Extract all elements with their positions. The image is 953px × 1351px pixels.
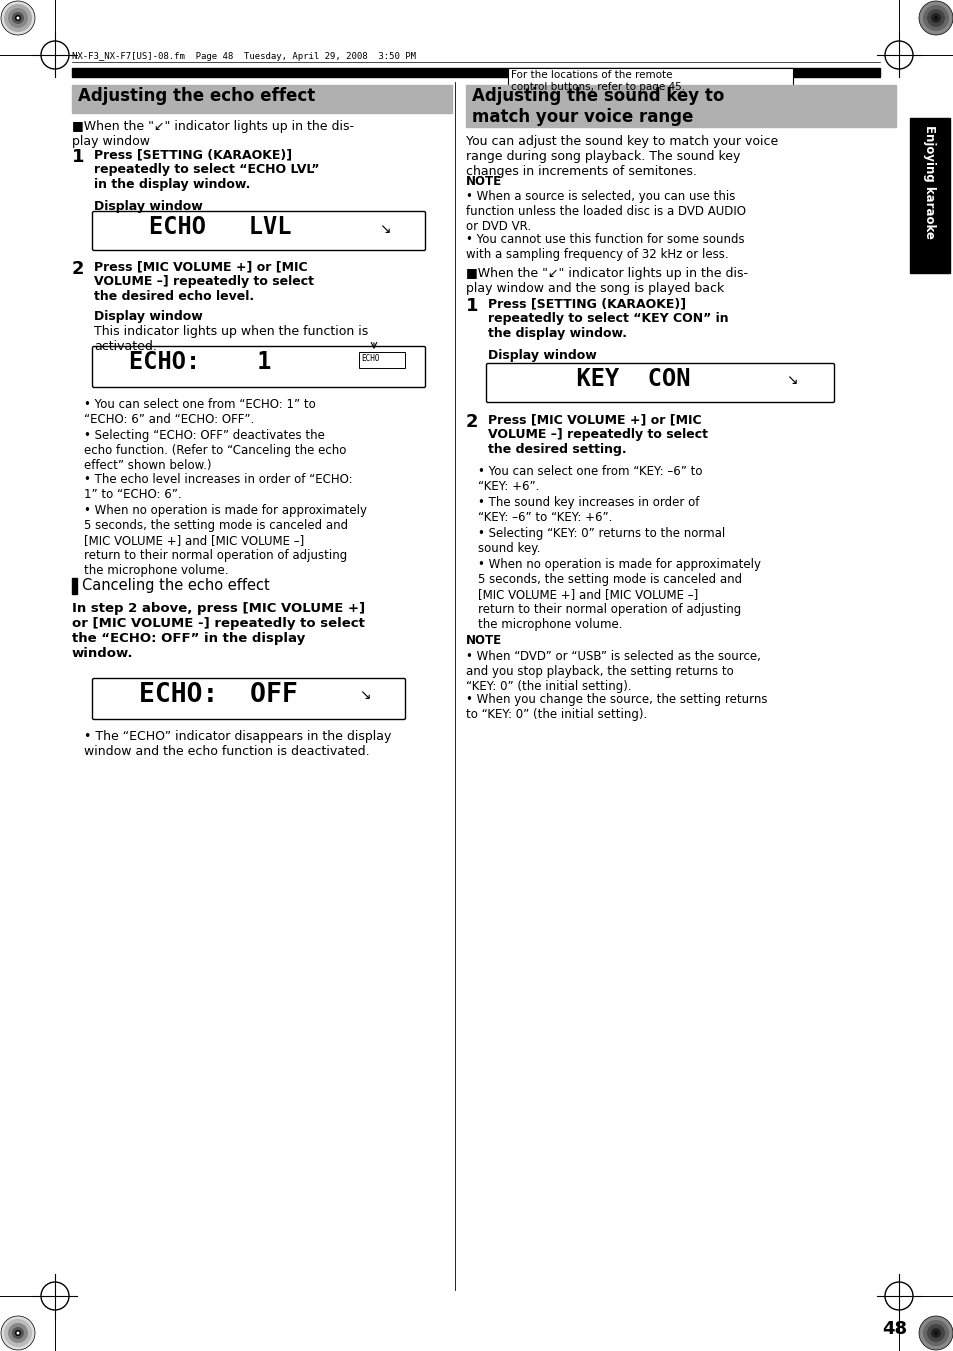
Circle shape [15, 15, 21, 22]
Text: Press [MIC VOLUME +] or [MIC
VOLUME –] repeatedly to select
the desired setting.: Press [MIC VOLUME +] or [MIC VOLUME –] r… [488, 413, 707, 457]
Circle shape [930, 14, 940, 23]
Text: 48: 48 [882, 1320, 906, 1337]
Text: ■When the "↙" indicator lights up in the dis-
play window and the song is played: ■When the "↙" indicator lights up in the… [465, 267, 747, 295]
FancyBboxPatch shape [92, 678, 405, 720]
Text: KEY  CON: KEY CON [547, 367, 690, 390]
Circle shape [15, 1329, 21, 1336]
Text: • The sound key increases in order of
“KEY: –6” to “KEY: +6”.: • The sound key increases in order of “K… [477, 496, 699, 524]
Bar [71, 85, 452, 113]
Text: Display window: Display window [488, 349, 597, 362]
Circle shape [933, 1331, 937, 1335]
Circle shape [8, 8, 28, 28]
Circle shape [4, 1319, 32, 1347]
Text: ECHO   LVL: ECHO LVL [149, 215, 292, 239]
Text: ECHO:  OFF: ECHO: OFF [139, 682, 297, 708]
Circle shape [12, 12, 24, 24]
Circle shape [926, 9, 944, 27]
Text: Display window: Display window [94, 200, 203, 213]
FancyBboxPatch shape [92, 212, 425, 250]
Text: ECHO:    1: ECHO: 1 [129, 350, 272, 374]
Text: • You cannot use this function for some sounds
with a sampling frequency of 32 k: • You cannot use this function for some … [465, 232, 744, 261]
Text: For the locations of the remote
control buttons, refer to page 45.: For the locations of the remote control … [511, 70, 684, 92]
Text: In step 2 above, press [MIC VOLUME +]
or [MIC VOLUME -] repeatedly to select
the: In step 2 above, press [MIC VOLUME +] or… [71, 603, 365, 661]
Text: 1: 1 [71, 149, 85, 166]
Bar [71, 578, 77, 594]
Circle shape [918, 1316, 952, 1350]
Text: NOTE: NOTE [465, 634, 501, 647]
Circle shape [926, 1324, 944, 1342]
Circle shape [933, 16, 937, 20]
FancyBboxPatch shape [92, 346, 425, 388]
Text: ■When the "↙" indicator lights up in the dis-
play window: ■When the "↙" indicator lights up in the… [71, 120, 354, 149]
Text: 2: 2 [465, 413, 478, 431]
Text: Press [MIC VOLUME +] or [MIC
VOLUME –] repeatedly to select
the desired echo lev: Press [MIC VOLUME +] or [MIC VOLUME –] r… [94, 259, 314, 303]
Circle shape [923, 1320, 948, 1346]
Text: • When “DVD” or “USB” is selected as the source,
and you stop playback, the sett: • When “DVD” or “USB” is selected as the… [465, 650, 760, 693]
Text: Adjusting the echo effect: Adjusting the echo effect [78, 86, 314, 105]
Circle shape [1, 1316, 35, 1350]
Text: • When you change the source, the setting returns
to “KEY: 0” (the initial setti: • When you change the source, the settin… [465, 693, 767, 721]
Circle shape [4, 4, 32, 32]
FancyBboxPatch shape [486, 363, 834, 403]
Circle shape [12, 1327, 24, 1339]
Text: Press [SETTING (KARAOKE)]
repeatedly to select “KEY CON” in
the display window.: Press [SETTING (KARAOKE)] repeatedly to … [488, 297, 728, 340]
Circle shape [923, 5, 948, 31]
Text: • Selecting “KEY: 0” returns to the normal
sound key.: • Selecting “KEY: 0” returns to the norm… [477, 527, 724, 555]
Text: This indicator lights up when the function is
activated.: This indicator lights up when the functi… [94, 326, 368, 353]
Circle shape [1, 1, 35, 35]
Text: Display window: Display window [94, 309, 203, 323]
Text: • You can select one from “ECHO: 1” to
“ECHO: 6” and “ECHO: OFF”.: • You can select one from “ECHO: 1” to “… [84, 399, 315, 426]
Text: NOTE: NOTE [465, 176, 501, 188]
FancyBboxPatch shape [507, 68, 792, 108]
Bar [71, 68, 879, 77]
Text: • Selecting “ECHO: OFF” deactivates the
echo function. (Refer to “Canceling the : • Selecting “ECHO: OFF” deactivates the … [84, 430, 346, 471]
Text: Press [SETTING (KARAOKE)]
repeatedly to select “ECHO LVL”
in the display window.: Press [SETTING (KARAOKE)] repeatedly to … [94, 149, 319, 190]
Circle shape [8, 1323, 28, 1343]
Bar [465, 85, 895, 127]
Text: • The “ECHO” indicator disappears in the display
window and the echo function is: • The “ECHO” indicator disappears in the… [84, 730, 391, 758]
Text: • The echo level increases in order of “ECHO:
1” to “ECHO: 6”.: • The echo level increases in order of “… [84, 473, 353, 501]
Bar [909, 118, 949, 273]
Text: • When no operation is made for approximately
5 seconds, the setting mode is can: • When no operation is made for approxim… [477, 558, 760, 631]
Text: You can adjust the sound key to match your voice
range during song playback. The: You can adjust the sound key to match yo… [465, 135, 778, 178]
Circle shape [16, 16, 19, 19]
Text: ↘: ↘ [378, 222, 390, 236]
Text: Canceling the echo effect: Canceling the echo effect [82, 578, 270, 593]
Circle shape [930, 1328, 940, 1337]
Text: ↘: ↘ [785, 373, 797, 386]
Circle shape [918, 1, 952, 35]
Circle shape [16, 1332, 19, 1335]
Text: Enjoying karaoke: Enjoying karaoke [923, 126, 936, 239]
Bar [358, 353, 405, 367]
Text: ECHO: ECHO [360, 354, 379, 363]
Text: • When a source is selected, you can use this
function unless the loaded disc is: • When a source is selected, you can use… [465, 190, 745, 232]
Text: Adjusting the sound key to
match your voice range: Adjusting the sound key to match your vo… [472, 86, 723, 126]
Text: ↘: ↘ [358, 688, 370, 703]
Text: 1: 1 [465, 297, 478, 315]
Text: 2: 2 [71, 259, 85, 278]
Text: NX-F3_NX-F7[US]-08.fm  Page 48  Tuesday, April 29, 2008  3:50 PM: NX-F3_NX-F7[US]-08.fm Page 48 Tuesday, A… [71, 51, 416, 61]
Text: • When no operation is made for approximately
5 seconds, the setting mode is can: • When no operation is made for approxim… [84, 504, 367, 577]
Text: • You can select one from “KEY: –6” to
“KEY: +6”.: • You can select one from “KEY: –6” to “… [477, 465, 701, 493]
